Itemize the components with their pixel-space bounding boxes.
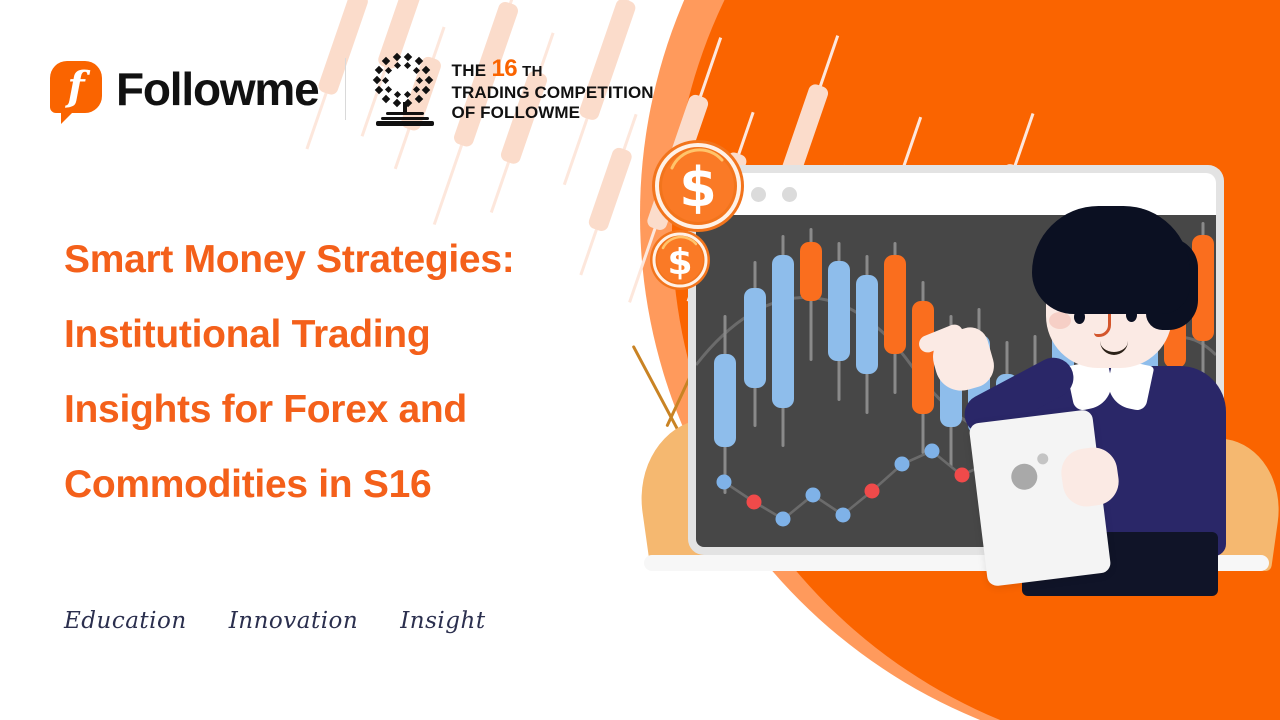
competition-badge: THE 16 TH TRADING COMPETITION OF FOLLOWM… bbox=[372, 52, 654, 126]
emblem-dot bbox=[421, 86, 431, 95]
person-nose bbox=[1094, 300, 1111, 337]
person-eye bbox=[1126, 308, 1137, 322]
emblem-dot bbox=[382, 57, 391, 66]
emblem-dot bbox=[374, 65, 384, 74]
dollar-coin-icon: $ bbox=[652, 140, 744, 232]
followme-f-bubble-icon: f bbox=[50, 61, 102, 124]
emblem-dot bbox=[385, 85, 393, 93]
scatter-point bbox=[954, 467, 970, 483]
candlestick bbox=[772, 215, 794, 547]
candlestick bbox=[856, 215, 878, 547]
person-eye bbox=[1074, 310, 1085, 324]
emblem-dot bbox=[404, 91, 412, 99]
headline-line-2: Institutional Trading bbox=[64, 313, 431, 356]
browser-dot-icon bbox=[751, 186, 766, 202]
badge-line-3: OF FOLLOWME bbox=[451, 103, 581, 123]
tablet-lens-icon bbox=[1009, 462, 1039, 492]
candlestick bbox=[744, 215, 766, 547]
trophy-emblem-icon bbox=[372, 52, 438, 126]
header: f Followme THE 16 TH TRADING COMPETITION… bbox=[50, 52, 654, 126]
scatter-point bbox=[864, 483, 880, 499]
emblem-dot bbox=[385, 67, 393, 75]
emblem-dot bbox=[392, 52, 401, 61]
scatter-point bbox=[805, 487, 821, 503]
tagline: Education Innovation Insight bbox=[64, 608, 486, 634]
page-title: Smart Money Strategies: Institutional Tra… bbox=[64, 222, 664, 522]
badge-number: 16 bbox=[491, 54, 518, 82]
emblem-dot bbox=[404, 52, 413, 61]
header-divider bbox=[344, 58, 346, 120]
emblem-dot bbox=[382, 94, 391, 103]
headline-line-1: Smart Money Strategies: bbox=[64, 238, 515, 281]
svg-text:$: $ bbox=[667, 242, 692, 283]
candlestick bbox=[884, 215, 906, 547]
scatter-point bbox=[716, 474, 732, 490]
candlestick bbox=[828, 215, 850, 547]
emblem-dot bbox=[414, 57, 423, 66]
analyst-person-illustration bbox=[916, 180, 1260, 596]
emblem-dot bbox=[421, 65, 431, 74]
emblem-dot bbox=[412, 67, 420, 75]
badge-line-2: TRADING COMPETITION bbox=[451, 83, 654, 103]
emblem-dot bbox=[414, 94, 423, 103]
headline-line-3: Insights for Forex and bbox=[64, 388, 467, 431]
emblem-dot bbox=[404, 61, 412, 69]
emblem-dot bbox=[372, 75, 381, 85]
emblem-dot bbox=[381, 76, 390, 84]
person-hair bbox=[1032, 206, 1190, 314]
badge-ordinal: TH bbox=[522, 62, 543, 80]
scatter-point bbox=[835, 507, 851, 523]
emblem-dot bbox=[374, 86, 384, 95]
brand-name: Followme bbox=[116, 63, 320, 115]
emblem-dot bbox=[392, 99, 401, 108]
tagline-item: Insight bbox=[400, 608, 486, 634]
person-mouth bbox=[1100, 338, 1128, 355]
person-blush bbox=[1049, 312, 1071, 329]
tagline-item: Education bbox=[64, 608, 187, 634]
candlestick bbox=[800, 215, 822, 547]
emblem-dot bbox=[393, 91, 401, 99]
scatter-point bbox=[924, 443, 940, 459]
badge-line-1: THE 16 TH bbox=[452, 55, 654, 83]
headline-line-4: Commodities in S16 bbox=[64, 463, 432, 506]
tagline-item: Innovation bbox=[228, 608, 359, 634]
candlestick bbox=[912, 215, 934, 547]
scatter-point bbox=[775, 511, 791, 527]
tablet-lens-icon bbox=[1036, 452, 1049, 466]
emblem-dot bbox=[412, 85, 420, 93]
badge-the: THE bbox=[451, 60, 487, 80]
browser-dot-icon bbox=[782, 186, 797, 202]
scatter-point bbox=[746, 494, 762, 510]
emblem-dot bbox=[393, 61, 401, 69]
dollar-coin-icon: $ bbox=[650, 230, 710, 290]
hero-illustration: $ $ bbox=[620, 120, 1280, 596]
followme-logo[interactable]: f Followme bbox=[50, 61, 320, 124]
svg-text:$: $ bbox=[679, 156, 717, 219]
candlestick bbox=[713, 215, 736, 547]
emblem-dot bbox=[415, 76, 424, 84]
emblem-dot bbox=[424, 75, 433, 85]
scatter-point bbox=[894, 456, 910, 472]
